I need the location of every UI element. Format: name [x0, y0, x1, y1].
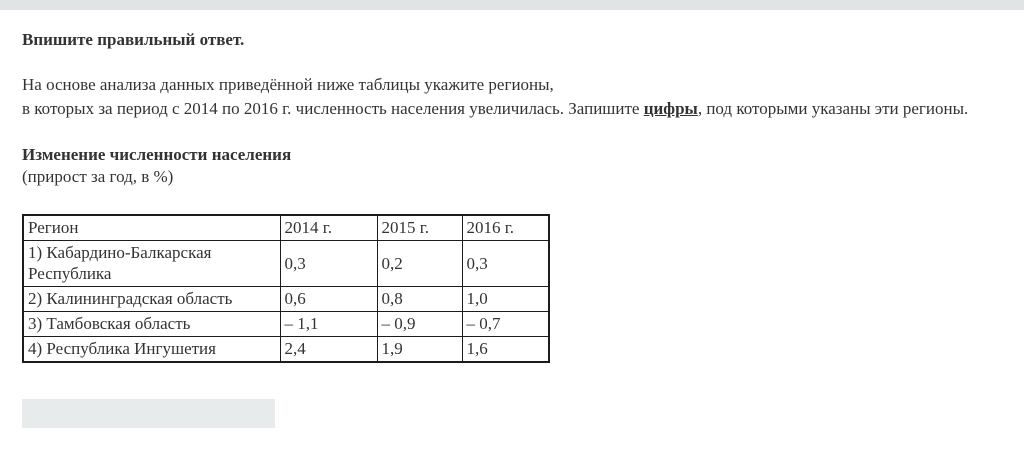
table-row: 3) Тамбовская область – 1,1 – 0,9 – 0,7 [22, 311, 550, 337]
value-cell: – 0,7 [461, 311, 550, 337]
task-line1: На основе анализа данных приведённой ниж… [22, 75, 554, 94]
value-cell: 0,6 [279, 286, 378, 312]
table-row: 4) Республика Ингушетия 2,4 1,9 1,6 [22, 336, 550, 363]
region-cell: 3) Тамбовская область [22, 311, 281, 337]
value-cell: 1,9 [376, 336, 463, 363]
top-bar [0, 0, 1024, 10]
content-area: Впишите правильный ответ. На основе анал… [0, 29, 1024, 428]
header-2015: 2015 г. [376, 214, 463, 241]
table-title: Изменение численности населения [22, 145, 292, 164]
population-change-table: Регион 2014 г. 2015 г. 2016 г. 1) Кабард… [22, 214, 550, 363]
header-region: Регион [22, 214, 281, 241]
task-line2-post: , под которыми указаны эти регионы. [697, 98, 969, 118]
value-cell: 0,8 [376, 286, 463, 312]
table-row: 1) Кабардино-Балкарская Республика 0,3 0… [22, 240, 550, 287]
table-subtitle: (прирост за год, в %) [22, 167, 174, 186]
task-paragraph: На основе анализа данных приведённой ниж… [22, 73, 1003, 120]
value-cell: 2,4 [279, 336, 378, 363]
value-cell: 0,3 [461, 240, 550, 287]
value-cell: 1,6 [461, 336, 550, 363]
table-row: 2) Калининградская область 0,6 0,8 1,0 [22, 286, 550, 312]
header-2016: 2016 г. [461, 214, 550, 241]
region-cell: 1) Кабардино-Балкарская Республика [22, 240, 281, 287]
table-header-row: Регион 2014 г. 2015 г. 2016 г. [22, 214, 550, 241]
value-cell: 1,0 [461, 286, 550, 312]
region-cell: 2) Калининградская область [22, 286, 281, 312]
value-cell: 0,3 [279, 240, 378, 287]
header-2014: 2014 г. [279, 214, 378, 241]
value-cell: – 0,9 [376, 311, 463, 337]
task-keyword-emphasis: цифры [643, 98, 698, 118]
answer-input[interactable] [22, 399, 275, 428]
region-cell: 4) Республика Ингушетия [22, 336, 281, 363]
value-cell: – 1,1 [279, 311, 378, 337]
task-line2-pre: в которых за период с 2014 по 2016 г. чи… [22, 98, 644, 118]
page-title: Впишите правильный ответ. [22, 30, 245, 49]
value-cell: 0,2 [376, 240, 463, 287]
